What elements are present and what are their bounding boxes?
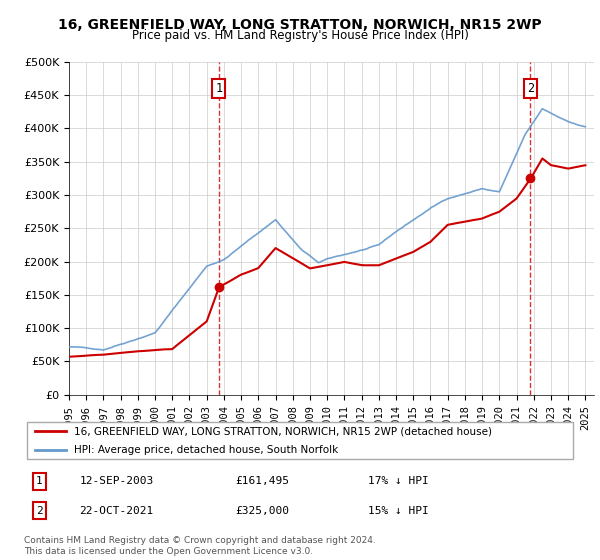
Text: 2: 2 <box>527 82 534 95</box>
Text: Contains HM Land Registry data © Crown copyright and database right 2024.
This d: Contains HM Land Registry data © Crown c… <box>24 536 376 556</box>
Text: £161,495: £161,495 <box>235 476 289 486</box>
Text: Price paid vs. HM Land Registry's House Price Index (HPI): Price paid vs. HM Land Registry's House … <box>131 29 469 42</box>
Text: HPI: Average price, detached house, South Norfolk: HPI: Average price, detached house, Sout… <box>74 445 338 455</box>
Text: 2: 2 <box>36 506 43 516</box>
FancyBboxPatch shape <box>27 422 574 459</box>
Text: 1: 1 <box>36 476 43 486</box>
Text: 12-SEP-2003: 12-SEP-2003 <box>79 476 154 486</box>
Text: 16, GREENFIELD WAY, LONG STRATTON, NORWICH, NR15 2WP (detached house): 16, GREENFIELD WAY, LONG STRATTON, NORWI… <box>74 426 492 436</box>
Text: 1: 1 <box>215 82 223 95</box>
Text: 17% ↓ HPI: 17% ↓ HPI <box>368 476 429 486</box>
Text: 16, GREENFIELD WAY, LONG STRATTON, NORWICH, NR15 2WP: 16, GREENFIELD WAY, LONG STRATTON, NORWI… <box>58 18 542 32</box>
Text: 15% ↓ HPI: 15% ↓ HPI <box>368 506 429 516</box>
Text: 22-OCT-2021: 22-OCT-2021 <box>79 506 154 516</box>
Text: £325,000: £325,000 <box>235 506 289 516</box>
